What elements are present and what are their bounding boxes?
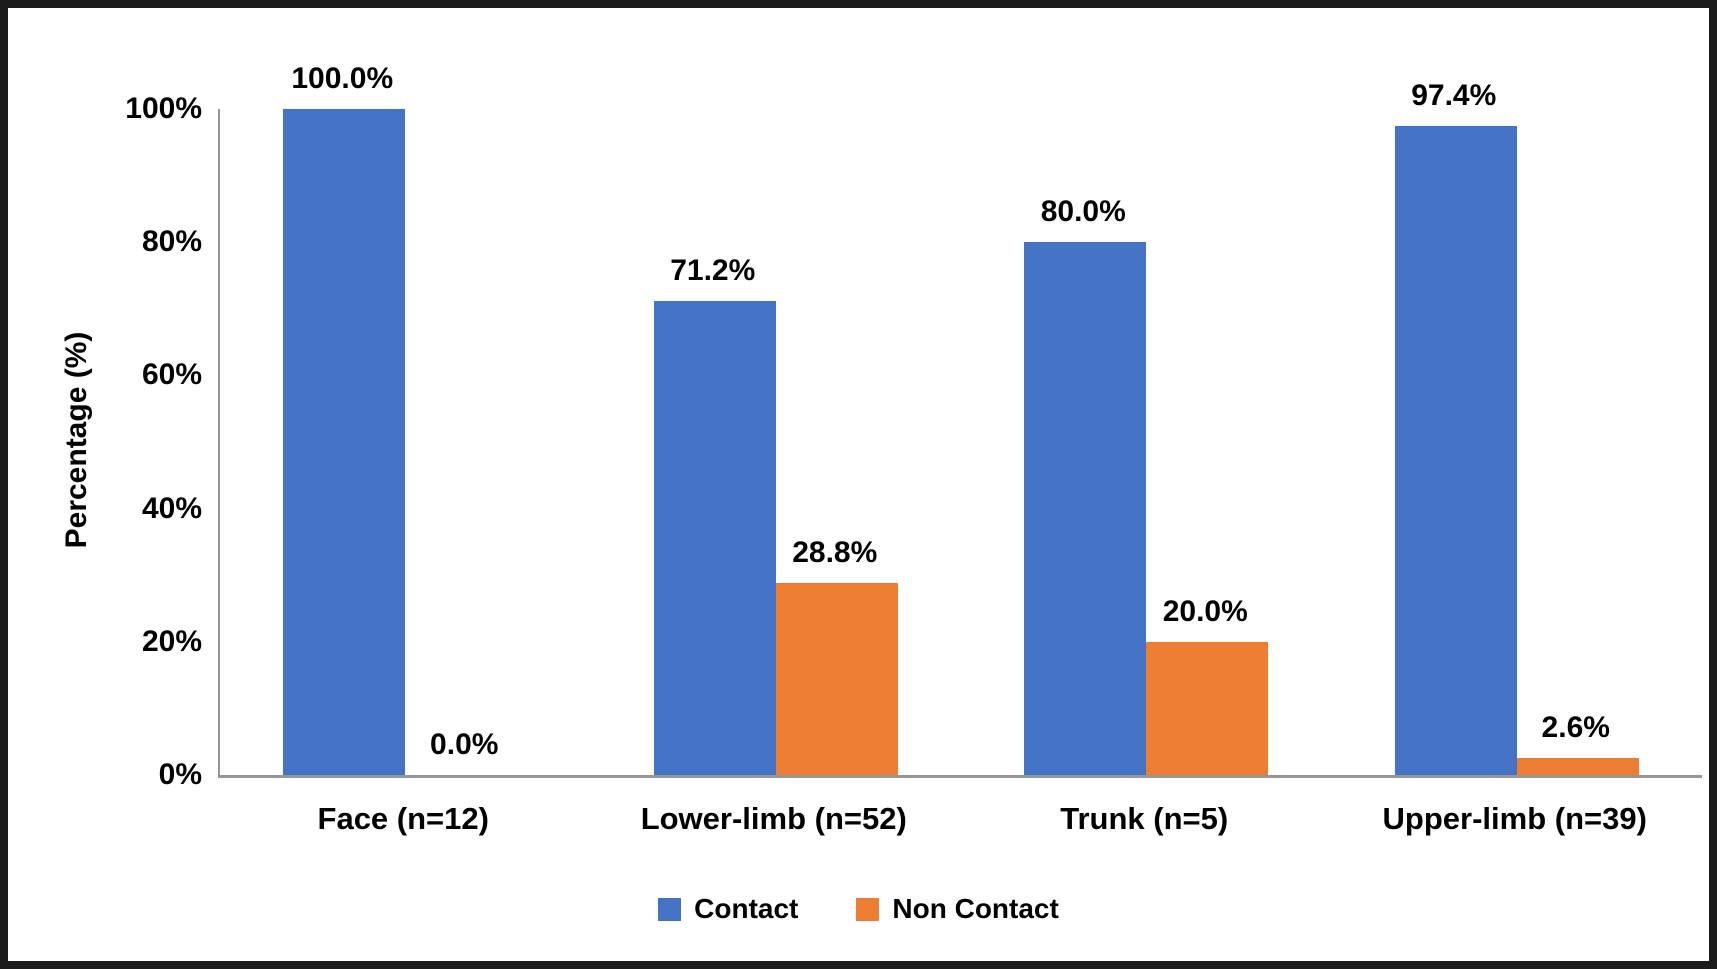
bar-contact <box>1024 242 1147 775</box>
value-label: 20.0% <box>1162 595 1248 628</box>
bar-contact <box>653 301 776 775</box>
category-label: Lower-limb (n=52) <box>640 801 907 836</box>
y-tick-label: 100% <box>125 92 202 125</box>
category-label: Trunk (n=5) <box>1060 801 1229 836</box>
y-tick-label: 40% <box>141 491 202 525</box>
legend-item-non-contact: Non Contact <box>856 893 1059 925</box>
bar-non-contact <box>775 583 898 775</box>
value-label: 100.0% <box>291 62 394 95</box>
legend-swatch-icon <box>658 897 682 921</box>
bar-contact <box>283 109 406 775</box>
y-tick-label: 80% <box>141 225 202 259</box>
legend-label: Non Contact <box>892 893 1059 924</box>
legend-item-contact: Contact <box>658 893 798 925</box>
value-label: 97.4% <box>1411 79 1497 112</box>
legend: Contact Non Contact <box>8 893 1709 925</box>
bar-non-contact <box>1516 758 1639 775</box>
bar-contact <box>1394 126 1517 775</box>
value-label: 0.0% <box>430 728 499 761</box>
bar-non-contact <box>1146 642 1269 775</box>
category-label: Face (n=12) <box>317 801 489 836</box>
category-label: Upper-limb (n=39) <box>1382 801 1647 836</box>
plot-area <box>218 109 1702 778</box>
value-label: 28.8% <box>792 536 878 569</box>
value-label: 2.6% <box>1541 711 1610 744</box>
value-label: 80.0% <box>1040 195 1126 228</box>
legend-swatch-icon <box>856 897 880 921</box>
y-tick-label: 60% <box>141 358 202 392</box>
y-tick-label: 20% <box>141 624 202 658</box>
y-tick-label: 0% <box>158 758 202 791</box>
legend-label: Contact <box>694 893 799 924</box>
value-label: 71.2% <box>670 254 756 287</box>
